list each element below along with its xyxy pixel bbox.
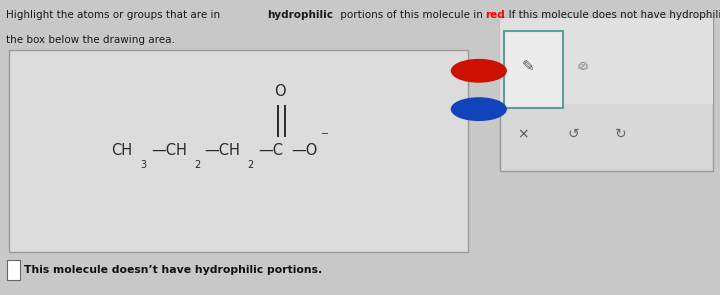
Text: ↻: ↻ (615, 127, 626, 141)
Text: 3: 3 (140, 160, 147, 170)
Circle shape (451, 60, 506, 82)
Text: . If this molecule does not have hydrophilic portions, check: . If this molecule does not have hydroph… (502, 10, 720, 20)
Text: ↺: ↺ (567, 127, 579, 141)
Text: ▭: ▭ (577, 60, 589, 73)
FancyBboxPatch shape (504, 31, 563, 108)
Text: portions of this molecule in: portions of this molecule in (337, 10, 486, 20)
Text: hydrophilic: hydrophilic (267, 10, 333, 20)
Text: −: − (321, 129, 329, 139)
Text: —C: —C (258, 143, 283, 158)
Text: 2: 2 (248, 160, 254, 170)
Text: ×: × (517, 127, 528, 141)
Circle shape (451, 98, 506, 120)
Text: Highlight the atoms or groups that are in: Highlight the atoms or groups that are i… (6, 10, 223, 20)
Text: ✎: ✎ (521, 59, 534, 74)
Text: —O: —O (291, 143, 318, 158)
Text: This molecule doesn’t have hydrophilic portions.: This molecule doesn’t have hydrophilic p… (24, 265, 323, 275)
Text: 2: 2 (194, 160, 201, 170)
FancyBboxPatch shape (500, 18, 713, 104)
Text: the box below the drawing area.: the box below the drawing area. (6, 35, 175, 45)
Text: O: O (274, 84, 286, 99)
FancyBboxPatch shape (500, 18, 713, 171)
Text: —CH: —CH (151, 143, 187, 158)
Text: CH: CH (112, 143, 132, 158)
Text: red: red (485, 10, 505, 20)
Text: —CH: —CH (204, 143, 240, 158)
FancyBboxPatch shape (9, 50, 468, 252)
Text: ⊘: ⊘ (578, 60, 588, 73)
FancyBboxPatch shape (7, 260, 20, 280)
